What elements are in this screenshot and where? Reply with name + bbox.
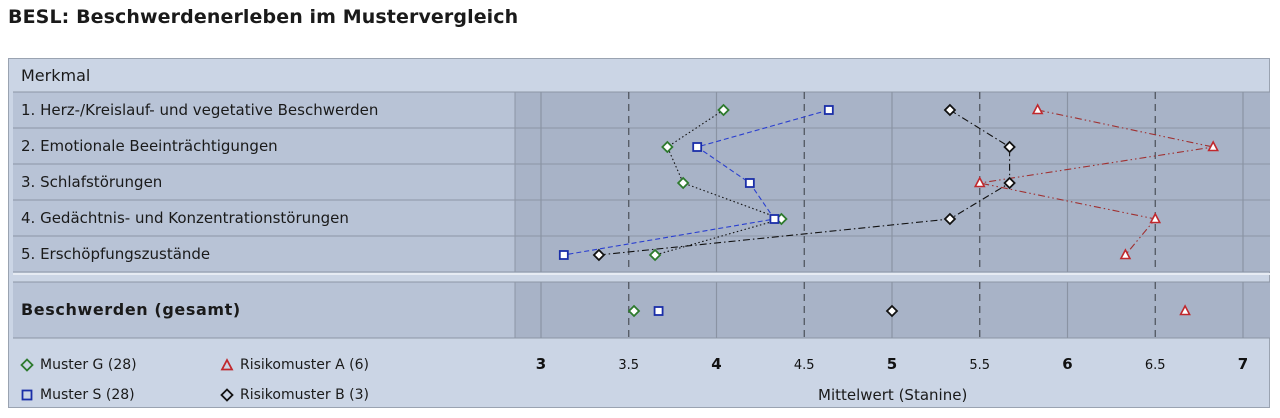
row-label-3: 3. Schlafstörungen bbox=[21, 173, 163, 191]
legend-label: Risikomuster A (6) bbox=[240, 357, 369, 373]
data-point-s0-r5 bbox=[648, 248, 662, 262]
data-point-s3-r3 bbox=[1003, 176, 1016, 190]
data-point-s1-r2 bbox=[692, 142, 703, 152]
label-column-bg bbox=[13, 92, 515, 272]
data-point-s2-r1 bbox=[1031, 103, 1044, 115]
row-label-5: 5. Erschöpfungszustände bbox=[21, 245, 211, 263]
data-point-s2-r3 bbox=[973, 176, 986, 188]
data-point-s0-r1 bbox=[717, 103, 730, 117]
data-point-s0-r3 bbox=[676, 176, 690, 190]
x-tick-label: 5.5 bbox=[969, 358, 990, 373]
data-point-s2-r2 bbox=[1207, 140, 1219, 152]
series-line-2 bbox=[979, 109, 1214, 256]
x-tick-label: 3.5 bbox=[618, 358, 639, 373]
row-label-summary: Beschwerden (gesamt) bbox=[21, 300, 241, 319]
data-point-s2-r4 bbox=[1149, 212, 1162, 224]
data-point-s3-r5 bbox=[592, 248, 606, 262]
row-label-4: 4. Gedächtnis- und Konzentrationstörunge… bbox=[21, 209, 349, 227]
x-tick-label: 4 bbox=[711, 355, 721, 373]
legend-label: Muster S (28) bbox=[40, 387, 135, 403]
series-line-0 bbox=[654, 109, 784, 256]
data-point-s1-r3 bbox=[744, 178, 755, 188]
x-tick-label: 6 bbox=[1062, 355, 1072, 373]
red-triangle-icon bbox=[220, 358, 234, 371]
blue-square-icon bbox=[21, 389, 33, 401]
data-point-s3-r1 bbox=[943, 103, 957, 117]
data-point-s1-r4 bbox=[769, 214, 780, 224]
x-tick-label: 6.5 bbox=[1145, 358, 1166, 373]
data-point-s3-r2 bbox=[1003, 140, 1016, 154]
row-label-2: 2. Emotionale Beeinträchtigungen bbox=[21, 137, 278, 155]
data-point-s0-summary bbox=[627, 304, 641, 318]
x-tick-label: 5 bbox=[887, 355, 897, 373]
column-header-merkmal: Merkmal bbox=[21, 66, 91, 85]
data-point-s1-summary bbox=[653, 306, 664, 316]
label-column-bg-summary bbox=[13, 282, 515, 338]
data-point-s2-r5 bbox=[1119, 248, 1132, 260]
green-diamond-icon bbox=[20, 358, 34, 372]
data-point-s0-r2 bbox=[661, 140, 674, 154]
x-axis-title: Mittelwert (Stanine) bbox=[818, 386, 968, 404]
legend-label: Muster G (28) bbox=[40, 357, 137, 373]
page-title: BESL: Beschwerdenerleben im Mustervergle… bbox=[8, 6, 519, 28]
black-diamond-icon bbox=[220, 388, 234, 402]
x-tick-label: 4.5 bbox=[794, 358, 815, 373]
row-label-1: 1. Herz-/Kreislauf- und vegetative Besch… bbox=[21, 101, 379, 119]
legend-label: Risikomuster B (3) bbox=[240, 387, 369, 403]
x-tick-label: 3 bbox=[536, 355, 546, 373]
data-point-s2-summary bbox=[1179, 304, 1191, 316]
data-point-s3-r4 bbox=[943, 212, 957, 226]
data-point-s1-r5 bbox=[558, 250, 569, 260]
data-point-s1-r1 bbox=[823, 105, 834, 115]
x-tick-label: 7 bbox=[1238, 355, 1248, 373]
data-point-s3-summary bbox=[885, 304, 899, 318]
